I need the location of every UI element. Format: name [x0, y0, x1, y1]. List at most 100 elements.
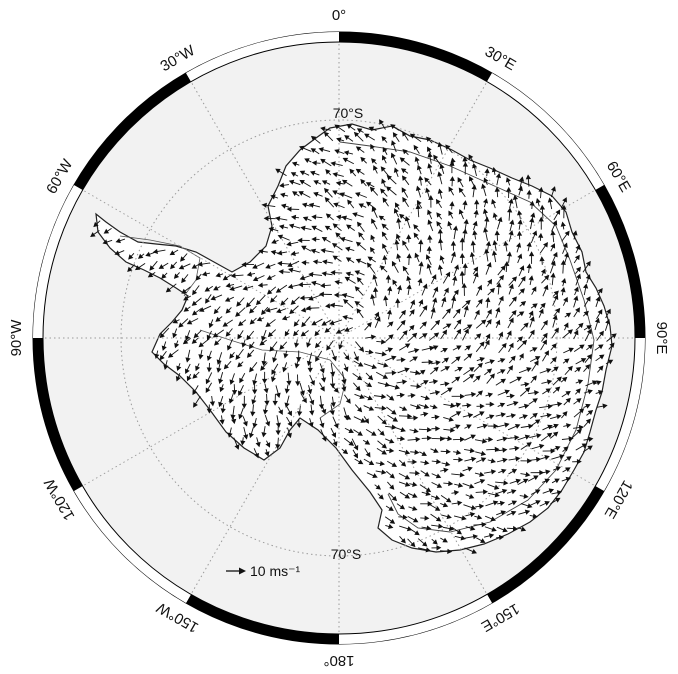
- wind-vector-head: [426, 245, 432, 251]
- wind-vector-head: [374, 311, 380, 318]
- wind-vector-head: [261, 360, 267, 366]
- wind-vector-head: [206, 408, 212, 414]
- wind-vector-head: [223, 363, 229, 370]
- wind-vector-head: [435, 426, 441, 432]
- wind-vector-head: [192, 289, 198, 296]
- wind-vector-head: [598, 344, 604, 350]
- wind-vector-head: [542, 332, 548, 339]
- wind-vector-head: [502, 436, 508, 442]
- wind-vector-head: [597, 389, 604, 396]
- wind-vector-head: [290, 214, 297, 221]
- wind-vector-head: [502, 457, 508, 463]
- wind-vector-head: [369, 246, 375, 253]
- wind-vector-head: [329, 410, 335, 416]
- wind-vector-head: [434, 319, 441, 326]
- wind-vector-head: [491, 198, 497, 205]
- wind-vector-head: [606, 308, 611, 315]
- wind-vector-head: [321, 236, 328, 242]
- wind-vector-head: [334, 279, 340, 285]
- wind-vector-head: [434, 414, 440, 420]
- wind-vector-head: [560, 259, 566, 265]
- wind-vector-head: [611, 333, 617, 339]
- wind-vector-head: [191, 338, 198, 344]
- wind-vector-head: [341, 386, 347, 392]
- wind-vector-head: [231, 418, 237, 425]
- wind-vector-head: [277, 260, 283, 267]
- wind-vector-head: [294, 363, 300, 369]
- wind-vector-head: [486, 318, 492, 325]
- wind-vector-head: [506, 251, 512, 257]
- wind-vector-head: [218, 378, 224, 385]
- wind-vector-head: [565, 397, 571, 404]
- wind-vector-head: [609, 342, 615, 348]
- wind-vector-head: [465, 345, 472, 351]
- wind-vector-head: [370, 234, 376, 241]
- wind-vector-head: [295, 381, 301, 387]
- wind-vector-head: [265, 322, 271, 328]
- wind-vector-head: [229, 285, 235, 292]
- wind-vector-head: [484, 248, 490, 254]
- wind-vector-head: [473, 271, 479, 278]
- wind-vector-head: [375, 316, 381, 322]
- wind-vector-head: [258, 248, 264, 255]
- wind-vector-head: [586, 325, 592, 330]
- wind-vector-head: [183, 306, 190, 312]
- wind-vector-head: [455, 449, 462, 455]
- frame-segment: [595, 337, 645, 491]
- wind-vector-head: [409, 309, 415, 315]
- wind-vector-head: [412, 505, 418, 511]
- wind-vector-head: [299, 275, 306, 281]
- wind-vector-head: [459, 237, 465, 243]
- wind-vector-head: [581, 443, 588, 449]
- wind-vector-head: [178, 264, 185, 270]
- wind-vector-head: [386, 309, 392, 315]
- wind-vector-head: [227, 345, 232, 351]
- wind-vector-head: [93, 221, 99, 228]
- wind-vector-head: [412, 356, 418, 362]
- wind-vector-head: [284, 331, 290, 337]
- wind-vector-head: [393, 208, 399, 214]
- wind-vector-head: [220, 408, 226, 414]
- lat-label-bottom: 70°S: [331, 546, 362, 562]
- wind-vector-head: [283, 353, 289, 359]
- wind-vector-head: [185, 368, 190, 374]
- wind-vector-head: [473, 266, 479, 272]
- wind-vector-head: [460, 535, 466, 541]
- frame-segment: [338, 32, 492, 82]
- wind-vector-head: [332, 441, 338, 447]
- wind-vector-head: [458, 187, 464, 193]
- wind-vector-head: [597, 309, 603, 315]
- wind-vector-head: [566, 423, 572, 429]
- wind-vector-head: [290, 299, 296, 305]
- wind-vector-head: [473, 209, 479, 215]
- wind-vector-head: [324, 197, 330, 203]
- wind-vector-head: [554, 327, 559, 333]
- wind-vector-head: [265, 421, 271, 427]
- wind-vector-head: [520, 301, 527, 307]
- wind-vector-head: [342, 157, 349, 163]
- wind-vector-head: [252, 380, 258, 386]
- wind-vector-head: [568, 436, 574, 442]
- wind-vector-head: [437, 264, 443, 270]
- wind-vector-head: [563, 322, 569, 328]
- wind-vector-head: [236, 301, 242, 307]
- wind-vector-head: [463, 305, 469, 311]
- wind-vector-head: [595, 296, 601, 302]
- wind-vector-head: [553, 366, 559, 372]
- wind-vector-head: [227, 432, 233, 438]
- wind-vector-head: [270, 194, 276, 200]
- wind-vector-head: [508, 283, 514, 290]
- wind-vector-head: [470, 505, 477, 511]
- wind-vector-head: [546, 412, 552, 419]
- wind-vector-head: [388, 523, 394, 529]
- wind-vector-head: [311, 236, 317, 242]
- wind-vector-head: [305, 305, 311, 311]
- wind-vector-head: [519, 288, 525, 294]
- wind-vector-head: [392, 279, 398, 285]
- wind-vector-head: [448, 186, 454, 193]
- wind-vector-head: [553, 290, 559, 296]
- wind-vector-head: [462, 228, 468, 234]
- wind-vector-head: [494, 230, 500, 236]
- wind-vector-head: [493, 423, 499, 429]
- wind-vector-head: [493, 484, 500, 490]
